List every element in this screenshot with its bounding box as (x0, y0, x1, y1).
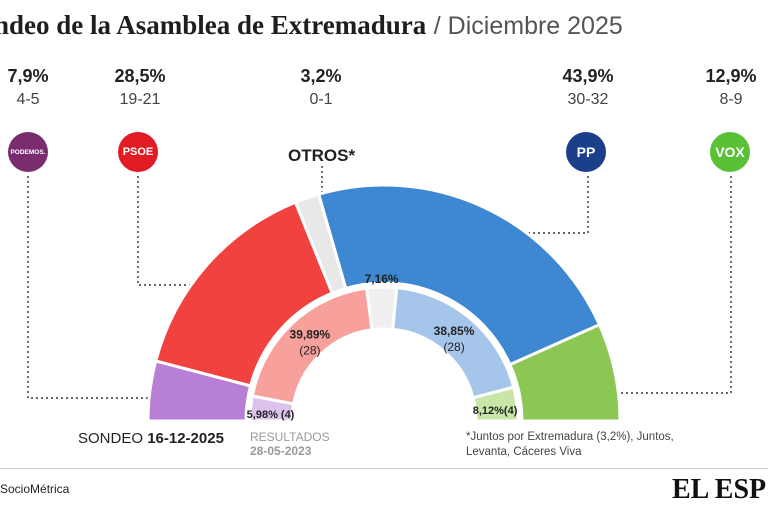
leader-podemos (27, 176, 152, 399)
label-podemos-pct: 5,98% (4) (247, 409, 295, 421)
resultados-segment-vox (471, 385, 520, 423)
vox-seats: 8-9 (719, 91, 743, 108)
label-psoe-seats: (28) (299, 343, 320, 357)
otros-label: OTROS* (288, 146, 356, 165)
footer-divider (0, 468, 768, 469)
source-label: SocioMétrica (0, 482, 70, 496)
psoe-seats: 19-21 (119, 91, 161, 108)
footnote: *Juntos por Extremadura (3,2%), Juntos, … (466, 430, 716, 460)
party-otros: 3,2% 0-1 (276, 66, 366, 109)
legend-resultados: RESULTADOS 28-05-2023 (250, 430, 330, 458)
podemos-logo: PODEMOS. (8, 132, 48, 172)
vox-pct: 12,9% (705, 66, 757, 86)
vox-logo: VOX (710, 132, 750, 172)
legend-resultados-date: 28-05-2023 (250, 444, 312, 458)
pp-pct: 43,9% (562, 66, 614, 86)
party-podemos: 7,9% 4-5 (0, 66, 73, 109)
legend-resultados-label: RESULTADOS (250, 430, 330, 444)
party-psoe: 28,5% 19-21 (95, 66, 185, 109)
podemos-pct: 7,9% (7, 66, 49, 86)
party-vox: 12,9% 8-9 (686, 66, 768, 109)
label-vox-pct: 8,12%(4) (473, 405, 518, 417)
brand-logo: EL ESP (672, 474, 767, 505)
otros-seats: 0-1 (309, 91, 333, 108)
label-psoe-pct: 39,89% (290, 327, 331, 341)
inner-ring-labels: 39,89% (28) 38,85% (28) 7,16% 5,98% (4) 8,12%(… (247, 272, 518, 421)
leader-pp (482, 176, 589, 234)
legend-sondeo: SONDEO 16-12-2025 (78, 430, 224, 447)
pp-seats: 30-32 (567, 91, 609, 108)
title-main: ndeo de la Asamblea de Extremadura (0, 10, 427, 40)
legend-sondeo-date: 16-12-2025 (147, 430, 224, 447)
inner-ring-resultados (248, 285, 520, 423)
label-pp-pct: 38,85% (434, 324, 475, 338)
party-pp: 43,9% 30-32 (543, 66, 633, 109)
psoe-pct: 28,5% (114, 66, 166, 86)
label-otros-pct: 7,16% (365, 272, 399, 286)
leader-vox (578, 176, 732, 394)
title-date: / Diciembre 2025 (433, 12, 623, 40)
podemos-seats: 4-5 (16, 91, 40, 108)
sondeo-segment-pp (316, 183, 602, 367)
footnote-line-2: Levanta, Cáceres Viva (466, 446, 582, 458)
legend-sondeo-prefix: SONDEO (78, 430, 144, 447)
label-pp-seats: (28) (443, 340, 464, 354)
leader-psoe (137, 176, 235, 286)
sondeo-segment-vox (508, 322, 622, 423)
footnote-line-1: *Juntos por Extremadura (3,2%), Juntos, (466, 431, 674, 443)
chart-title: ndeo de la Asamblea de Extremadura / Dic… (0, 10, 623, 41)
psoe-logo: PSOE (118, 132, 158, 172)
pp-logo: PP (566, 132, 606, 172)
otros-pct: 3,2% (300, 66, 342, 86)
outer-ring-sondeo (146, 183, 622, 423)
